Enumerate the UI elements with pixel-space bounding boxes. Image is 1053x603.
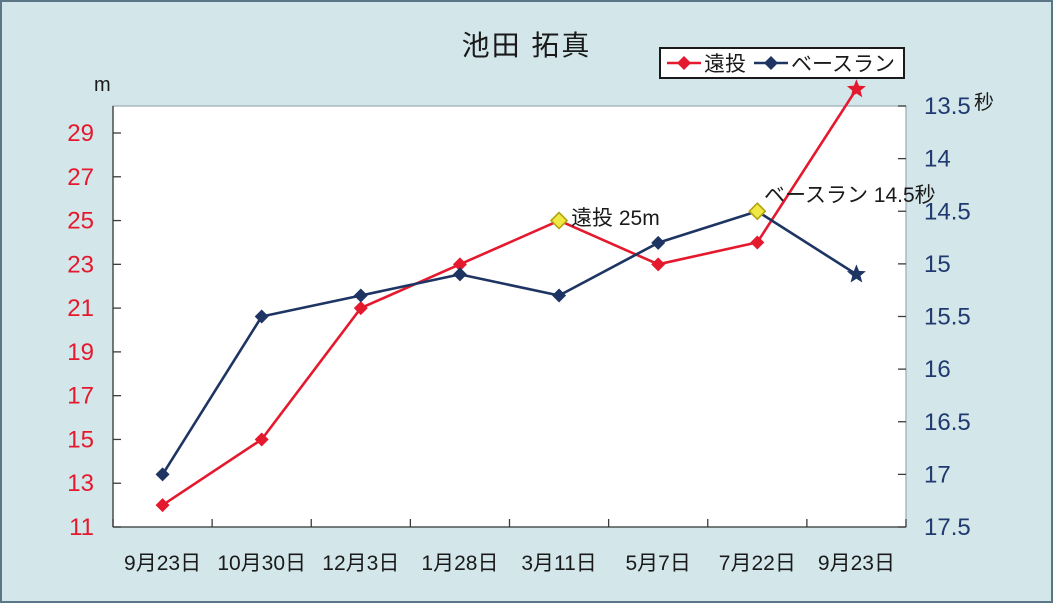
data-point-diamond [651,257,666,272]
x-axis-label: 9月23日 [124,552,201,575]
ento-series-line [161,88,858,507]
data-point-diamond [353,301,368,316]
right-axis-tick-label: 14 [924,146,951,173]
ento-line-diamond-icon [667,56,701,70]
baserun-line-diamond-icon [754,56,788,70]
data-point-diamond [651,235,666,250]
x-axis-label: 12月3日 [322,552,399,575]
data-point-diamond [155,467,170,482]
x-axis-label: 3月11日 [521,552,596,575]
data-point-diamond [552,288,567,303]
x-axis-label: 9月23日 [818,552,895,575]
x-axis-label: 7月22日 [719,552,796,575]
legend: 遠投 ベースラン [659,47,905,79]
right-axis-tick-label: 16 [924,356,951,383]
right-axis-tick-label: 16.5 [924,409,971,436]
data-point-star [846,79,866,98]
data-point-diamond [353,288,368,303]
legend-label-baserun: ベースラン [791,53,895,76]
left-axis-tick-label: 13 [67,470,94,497]
legend-item-baserun: ベースラン [754,48,895,78]
left-axis-tick-label: 25 [67,208,94,235]
plot-frame [112,105,907,528]
right-axis-tick-label: 13.5 [924,93,971,120]
right-axis-tick-label: 15 [924,251,951,278]
x-axis-label: 5月7日 [626,552,691,575]
data-point-diamond [254,432,269,447]
left-axis-tick-label: 19 [67,339,94,366]
right-axis-tick-label: 15.5 [924,304,971,331]
left-axis-unit: m [94,74,111,96]
left-axis-tick-label: 11 [69,514,94,541]
data-point-star [846,264,866,283]
x-axis-label: 10月30日 [217,552,306,575]
chart-title: 池田 拓真 [461,30,592,61]
right-axis-unit: 秒 [974,92,994,114]
left-axis-tick-label: 21 [67,295,94,322]
left-axis-tick-label: 23 [67,251,94,278]
right-axis-tick-label: 17 [924,461,951,488]
right-axis-tick-label: 14.5 [924,198,971,225]
baserun-series-line [161,210,858,476]
right-axis-tick-label: 17.5 [924,514,971,541]
left-axis-tick-label: 27 [67,164,94,191]
left-axis-tick-label: 17 [67,383,94,410]
annotation-ento-25m: 遠投 25m [571,207,660,230]
x-axis-label: 1月28日 [421,552,498,575]
data-point-diamond [750,235,765,250]
data-point-diamond [155,498,170,513]
data-point-highlight [549,211,569,230]
data-point-diamond [452,257,467,272]
legend-item-ento: 遠投 [667,48,746,78]
left-axis-tick-label: 15 [67,426,94,453]
annotation-baserun-14-5: ベースラン 14.5秒 [764,184,936,207]
data-point-highlight [748,202,767,221]
legend-label-ento: 遠投 [704,53,746,76]
left-axis-tick-label: 29 [67,120,94,147]
data-point-diamond [254,309,269,324]
data-point-diamond [452,267,467,282]
